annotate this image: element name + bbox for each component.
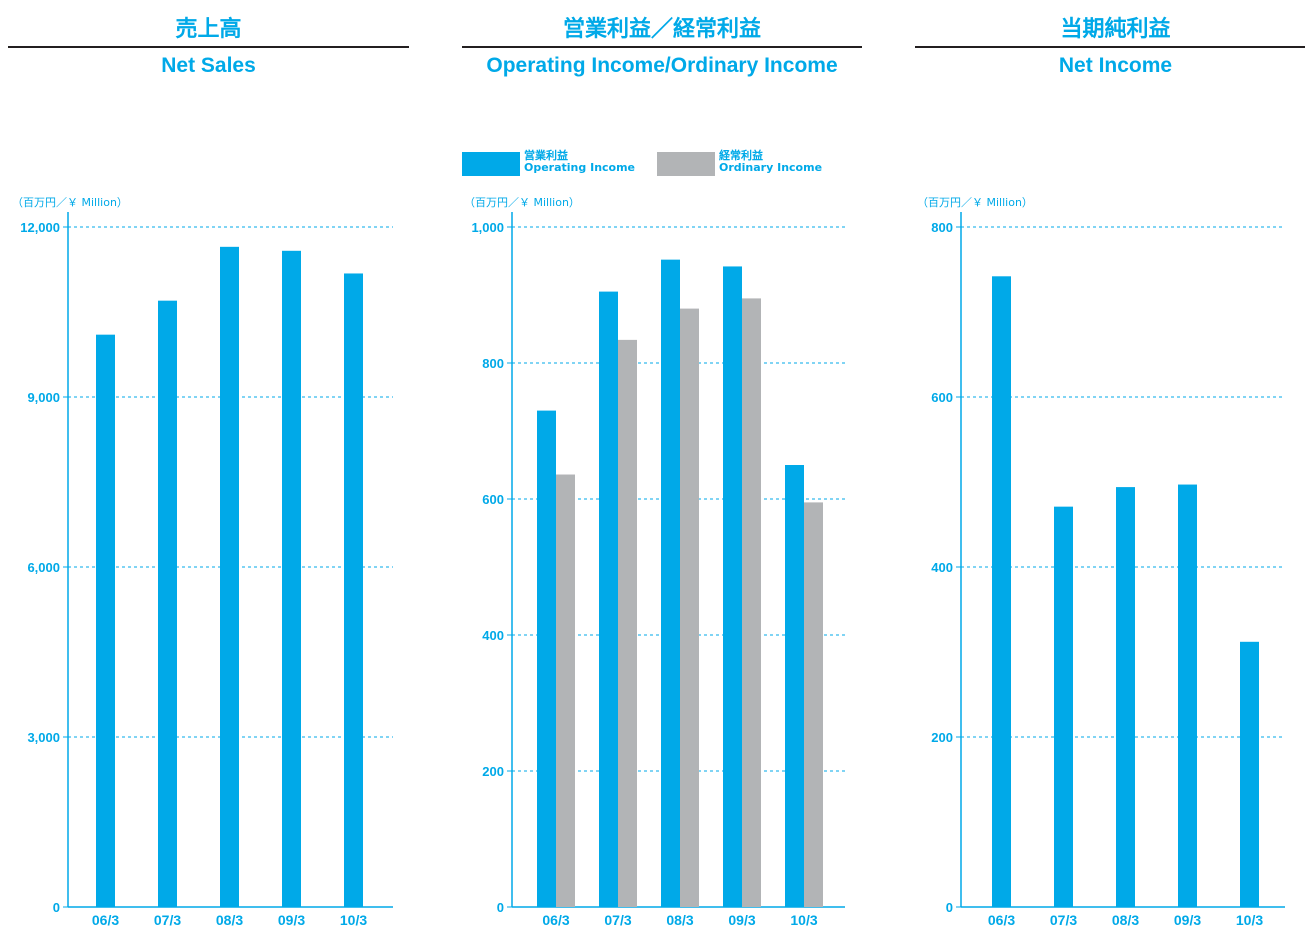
x-tick-label: 06/3	[542, 912, 569, 928]
operating-income-panel: 営業利益／経常利益 Operating Income/Ordinary Inco…	[462, 0, 862, 928]
x-tick-label: 08/3	[216, 912, 243, 928]
bar	[742, 298, 761, 907]
net-income-chart: 0 200 400 600 800 06/3 07/3 08/3 09/3 10/3	[931, 212, 1285, 928]
y-tick-label: 0	[53, 900, 60, 915]
legend: 営業利益 Operating Income 経常利益 Ordinary Inco…	[462, 150, 882, 180]
y-tick-label: 0	[946, 900, 953, 915]
net-income-panel: 当期純利益 Net Income （百万円／￥ Million） 0 200 400…	[915, 0, 1305, 928]
y-tick-label: 12,000	[20, 220, 60, 235]
x-tick-label: 09/3	[1174, 912, 1201, 928]
legend-swatch-ordinary-income	[657, 152, 715, 176]
legend-label-en: Operating Income	[524, 161, 636, 174]
legend-swatch-operating-income	[462, 152, 520, 176]
title-divider	[8, 46, 409, 48]
y-tick-label: 200	[482, 764, 504, 779]
y-tick-label: 0	[497, 900, 504, 915]
x-tick-label: 10/3	[340, 912, 367, 928]
y-tick-label: 800	[931, 220, 953, 235]
bar	[96, 334, 115, 908]
x-tick-label: 07/3	[604, 912, 631, 928]
bar	[992, 276, 1011, 907]
net-income-title: Net Income	[1058, 54, 1173, 77]
y-tick-label: 400	[931, 560, 953, 575]
title-divider	[462, 46, 862, 48]
bar	[158, 300, 177, 908]
bar	[599, 291, 618, 908]
bar	[1178, 484, 1197, 907]
y-tick-label: 600	[931, 390, 953, 405]
legend-label-en: Ordinary Income	[719, 161, 823, 174]
title-divider	[915, 46, 1305, 48]
bar	[1054, 506, 1073, 907]
unit-label: （百万円／￥ Million）	[12, 196, 128, 209]
bar	[618, 339, 637, 907]
y-tick-label: 9,000	[27, 390, 60, 405]
x-tick-label: 08/3	[666, 912, 693, 928]
bar	[785, 465, 804, 907]
bar	[1116, 487, 1135, 907]
x-tick-label: 09/3	[278, 912, 305, 928]
y-tick-label: 600	[482, 492, 504, 507]
operating-income-chart: 0 200 400 600 800 1,000 06/3 07/3 08/3 09/3 10/3	[471, 212, 845, 928]
x-tick-label: 09/3	[728, 912, 755, 928]
legend-label-jp: 経常利益	[719, 149, 763, 162]
net-sales-title: Net Sales	[161, 54, 256, 77]
y-tick-label: 6,000	[27, 560, 60, 575]
x-tick-label: 07/3	[1050, 912, 1077, 928]
y-tick-label: 200	[931, 730, 953, 745]
operating-income-title-jp: 営業利益／経常利益	[562, 17, 761, 42]
unit-label: （百万円／￥ Million）	[464, 196, 580, 209]
x-tick-label: 10/3	[790, 912, 817, 928]
bar	[804, 502, 823, 907]
bar	[680, 308, 699, 908]
bar	[344, 273, 363, 907]
net-income-title-jp: 当期純利益	[1060, 17, 1171, 42]
bar	[723, 266, 742, 907]
bar	[537, 410, 556, 907]
y-tick-label: 400	[482, 628, 504, 643]
x-tick-label: 10/3	[1236, 912, 1263, 928]
bar	[282, 250, 301, 908]
x-tick-label: 08/3	[1112, 912, 1139, 928]
net-sales-title-jp: 売上高	[175, 17, 242, 42]
y-tick-label: 800	[482, 356, 504, 371]
net-sales-chart: 0 3,000 6,000 9,000 12,000 06/3 07/3 08/3 09/3 10…	[20, 212, 393, 928]
bar	[1240, 641, 1259, 907]
net-sales-panel: 売上高 Net Sales （百万円／￥ Million） 0 3,000 6,00…	[8, 0, 409, 928]
legend-label-jp: 営業利益	[524, 149, 568, 162]
operating-income-title: Operating Income/Ordinary Income	[486, 54, 838, 77]
bar	[220, 246, 239, 908]
unit-label: （百万円／￥ Million）	[917, 196, 1033, 209]
bar	[556, 474, 575, 907]
y-tick-label: 1,000	[471, 220, 504, 235]
y-tick-label: 3,000	[27, 730, 60, 745]
x-tick-label: 06/3	[92, 912, 119, 928]
x-tick-label: 07/3	[154, 912, 181, 928]
x-tick-label: 06/3	[988, 912, 1015, 928]
bar	[661, 259, 680, 907]
